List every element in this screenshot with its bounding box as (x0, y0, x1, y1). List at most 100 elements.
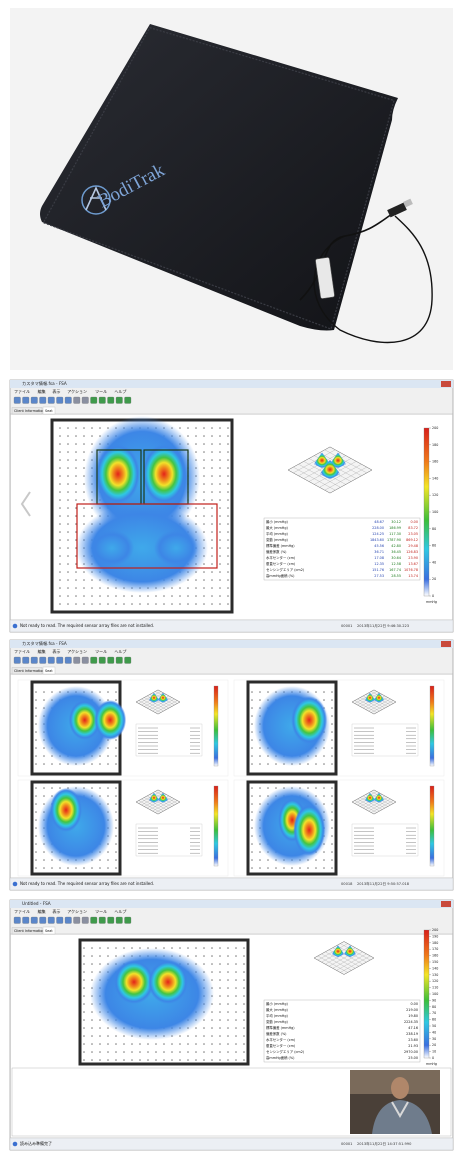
menu-item[interactable]: アクション (67, 908, 87, 914)
toolbar-button[interactable] (39, 396, 47, 404)
close-button[interactable] (441, 381, 451, 387)
surface-gridline (368, 698, 391, 712)
menu-item[interactable]: 編集 (38, 908, 46, 914)
tab-active[interactable] (42, 666, 56, 675)
toolbar-button[interactable] (30, 656, 38, 664)
menu-item[interactable]: ツール (95, 649, 107, 654)
toolbar-button[interactable] (90, 656, 98, 664)
pressure-hotspot (293, 804, 326, 856)
tab-label[interactable]: Seat (45, 669, 53, 673)
toolbar-button[interactable] (30, 396, 38, 404)
toolbar-button[interactable] (13, 656, 21, 664)
toolbar-button[interactable] (13, 916, 21, 924)
stat-value: 117.30 (389, 532, 401, 536)
close-button[interactable] (441, 641, 451, 647)
toolbar-button[interactable] (64, 916, 72, 924)
scale-label: 60 (432, 544, 436, 548)
scale-label: 100 (432, 992, 438, 996)
toolbar-button[interactable] (13, 396, 21, 404)
menu-item[interactable]: ヘルプ (114, 388, 126, 394)
toolbar-button[interactable] (115, 396, 123, 404)
stat-label: 垂直センター (cm) (266, 1043, 296, 1048)
tab-label[interactable]: Client Information (14, 929, 45, 933)
menu-item[interactable]: アクション (67, 648, 87, 654)
title-bar (10, 640, 453, 648)
menu-item[interactable]: ヘルプ (114, 648, 126, 654)
toolbar-button[interactable] (47, 916, 55, 924)
stat-value: 45.56 (374, 544, 384, 548)
menu-item[interactable]: 表示 (52, 648, 60, 654)
window-title: カスタマ情報.fsa - FSA (22, 380, 67, 387)
stat-value: 126.83 (406, 550, 418, 554)
toolbar-button[interactable] (47, 396, 55, 404)
menu-item[interactable]: ツール (95, 389, 107, 394)
toolbar-button[interactable] (124, 396, 132, 404)
toolbar-button[interactable] (22, 916, 30, 924)
tab[interactable] (11, 407, 43, 415)
menu-item[interactable]: 表示 (52, 908, 60, 914)
stat-label: 偏差係数 (%) (266, 549, 287, 554)
toolbar-button[interactable] (107, 916, 115, 924)
tab-label[interactable]: Seat (45, 409, 53, 413)
toolbar-button[interactable] (22, 396, 30, 404)
toolbar-button[interactable] (124, 916, 132, 924)
toolbar-button[interactable] (73, 916, 81, 924)
toolbar-button[interactable] (56, 396, 64, 404)
tab-label[interactable]: Client Information (14, 669, 45, 673)
toolbar-button[interactable] (115, 916, 123, 924)
pressure-hotspot (94, 700, 127, 740)
menu-item[interactable]: ファイル (14, 649, 30, 654)
toolbar-button[interactable] (64, 396, 72, 404)
toolbar-button[interactable] (73, 656, 81, 664)
surface-gridline (371, 800, 394, 813)
menu-item[interactable]: 表示 (52, 388, 60, 394)
toolbar-button[interactable] (39, 916, 47, 924)
toolbar-button[interactable] (90, 916, 98, 924)
tab[interactable] (11, 667, 43, 675)
toolbar-button[interactable] (107, 396, 115, 404)
mini-scale (213, 685, 219, 767)
toolbar-button[interactable] (81, 656, 89, 664)
toolbar-button[interactable] (90, 396, 98, 404)
tab[interactable] (11, 927, 43, 935)
menu-item[interactable]: ツール (95, 909, 107, 914)
toolbar-button[interactable] (22, 656, 30, 664)
menu-item[interactable]: ファイル (14, 389, 30, 394)
scale-label: 150 (432, 960, 438, 964)
frame-number: 00018 (341, 882, 353, 886)
frame-number: 00001 (341, 624, 352, 628)
tab-active[interactable] (42, 926, 56, 935)
toolbar-button[interactable] (124, 656, 132, 664)
stat-value: 17.08 (374, 556, 384, 560)
menu-item[interactable]: ヘルプ (114, 908, 126, 914)
menu-item[interactable]: 編集 (38, 648, 46, 654)
toolbar-button[interactable] (64, 656, 72, 664)
menu-item[interactable]: 編集 (38, 388, 46, 394)
toolbar-button[interactable] (39, 656, 47, 664)
nav-back[interactable] (20, 491, 31, 517)
cable-tag (315, 257, 335, 299)
close-button[interactable] (441, 901, 451, 907)
toolbar-button[interactable] (81, 396, 89, 404)
toolbar-button[interactable] (98, 396, 106, 404)
scale-unit: mmHg (426, 1062, 437, 1066)
menu-item[interactable]: ファイル (14, 909, 30, 914)
surface-gridline (149, 697, 172, 710)
stat-value: 186.99 (389, 526, 401, 530)
toolbar-button[interactable] (30, 916, 38, 924)
toolbar-button[interactable] (47, 656, 55, 664)
tab-label[interactable]: Client Information (14, 409, 45, 413)
toolbar-button[interactable] (107, 656, 115, 664)
toolbar-button[interactable] (56, 656, 64, 664)
menu-item[interactable]: アクション (67, 388, 87, 394)
toolbar-button[interactable] (98, 656, 106, 664)
stat-value: 36.71 (374, 550, 384, 554)
tab-label[interactable]: Seat (45, 929, 53, 933)
stat-value: 228.00 (372, 526, 384, 530)
toolbar-button[interactable] (56, 916, 64, 924)
toolbar-button[interactable] (73, 396, 81, 404)
toolbar-button[interactable] (98, 916, 106, 924)
tab-active[interactable] (42, 406, 56, 415)
toolbar-button[interactable] (115, 656, 123, 664)
toolbar-button[interactable] (81, 916, 89, 924)
